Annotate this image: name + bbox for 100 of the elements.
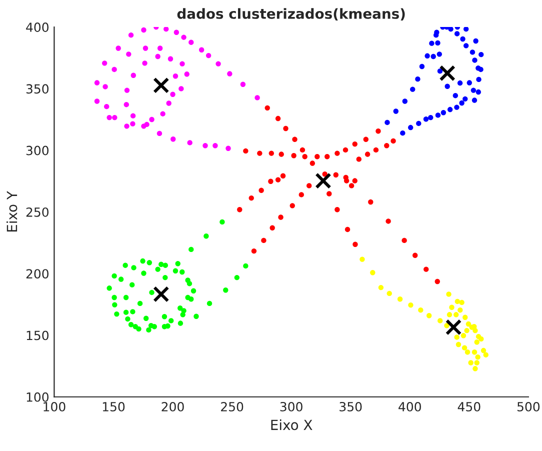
point xyxy=(146,327,152,333)
point xyxy=(184,72,190,77)
point xyxy=(334,207,340,212)
point xyxy=(172,74,178,79)
point xyxy=(155,266,160,272)
point xyxy=(446,312,452,318)
point xyxy=(168,318,174,324)
point xyxy=(220,219,225,225)
point xyxy=(444,84,450,89)
point xyxy=(454,312,459,318)
point xyxy=(180,312,186,318)
point xyxy=(462,314,468,320)
point xyxy=(172,268,178,274)
x-axis-title: Eixo X xyxy=(271,419,312,430)
point xyxy=(472,328,478,334)
point xyxy=(447,106,453,112)
point xyxy=(275,177,281,182)
point xyxy=(384,143,390,148)
point xyxy=(162,274,168,280)
point xyxy=(333,172,339,178)
point xyxy=(283,126,288,132)
point xyxy=(348,183,354,188)
point xyxy=(258,188,264,193)
point xyxy=(178,306,183,311)
point xyxy=(472,350,478,355)
point xyxy=(459,300,464,306)
point xyxy=(334,150,340,156)
point xyxy=(278,214,284,220)
point xyxy=(466,80,472,86)
point xyxy=(112,66,117,72)
point xyxy=(315,172,332,189)
y-tick-label: 200 xyxy=(26,269,49,279)
point xyxy=(141,270,146,276)
point xyxy=(446,292,452,297)
point xyxy=(278,152,284,157)
point xyxy=(223,288,228,293)
point xyxy=(454,334,460,340)
point xyxy=(416,120,422,126)
point xyxy=(112,302,118,308)
point xyxy=(470,88,476,93)
point xyxy=(476,76,482,82)
y-tick-label: 350 xyxy=(26,84,49,94)
x-tick-label: 200 xyxy=(162,402,184,412)
point xyxy=(376,128,381,134)
point xyxy=(153,286,170,302)
point xyxy=(178,320,184,326)
point xyxy=(363,136,368,142)
point xyxy=(118,276,124,282)
point xyxy=(206,300,212,306)
point xyxy=(104,104,110,110)
point xyxy=(463,43,469,48)
point xyxy=(439,65,456,82)
point xyxy=(178,86,184,92)
point xyxy=(458,307,463,313)
point xyxy=(480,348,486,354)
point xyxy=(435,112,441,118)
point xyxy=(124,102,130,108)
point xyxy=(112,294,117,300)
point xyxy=(112,273,117,279)
point xyxy=(248,195,254,201)
point xyxy=(483,352,488,358)
point xyxy=(423,116,429,122)
point xyxy=(128,32,134,38)
point xyxy=(131,265,136,270)
point xyxy=(216,61,221,66)
point xyxy=(188,40,194,45)
point xyxy=(478,66,484,72)
point xyxy=(472,58,478,63)
point xyxy=(410,86,416,92)
x-tick-label: 100 xyxy=(44,402,66,412)
point xyxy=(300,147,306,153)
point xyxy=(440,110,446,116)
point xyxy=(243,148,248,154)
point xyxy=(188,296,194,302)
point xyxy=(352,242,358,247)
point xyxy=(237,207,242,212)
point xyxy=(162,314,168,320)
point xyxy=(130,309,136,314)
point xyxy=(478,52,484,58)
point xyxy=(122,262,128,268)
point xyxy=(124,124,130,129)
point xyxy=(123,294,129,300)
point xyxy=(140,258,146,264)
point xyxy=(368,199,374,205)
point xyxy=(390,138,396,144)
point xyxy=(94,80,100,86)
point xyxy=(360,256,365,262)
point xyxy=(418,307,424,313)
point xyxy=(468,360,474,366)
point xyxy=(302,154,308,160)
point xyxy=(202,143,208,148)
point xyxy=(474,340,480,345)
point xyxy=(448,27,454,32)
point xyxy=(180,61,185,66)
point xyxy=(149,116,154,122)
point xyxy=(164,27,169,32)
point xyxy=(190,288,196,294)
point xyxy=(474,360,480,366)
point xyxy=(175,261,180,266)
point xyxy=(180,269,185,275)
